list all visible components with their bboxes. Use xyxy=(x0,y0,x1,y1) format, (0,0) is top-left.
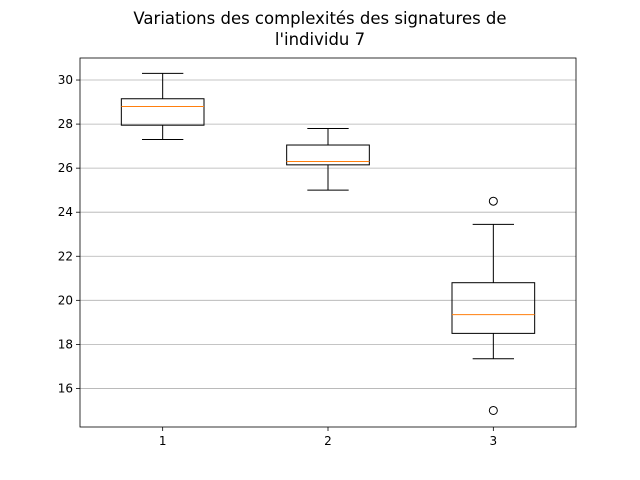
box-2 xyxy=(286,127,370,191)
y-tick-label-16: 16 xyxy=(58,381,73,395)
x-axis: 1 2 3 xyxy=(159,427,497,448)
x-tick-label-2: 2 xyxy=(324,434,332,448)
x-tick-label-1: 1 xyxy=(159,434,167,448)
y-tick-label-26: 26 xyxy=(58,161,73,175)
box-series xyxy=(120,72,536,415)
y-tick-label-18: 18 xyxy=(58,337,73,351)
box-body-2 xyxy=(286,144,370,166)
y-tick-label-24: 24 xyxy=(58,205,73,219)
y-axis: 16 18 20 22 24 26 28 30 xyxy=(58,73,80,395)
plot-frame xyxy=(79,57,577,428)
box-1 xyxy=(120,72,205,141)
chart-title-line-1: Variations des complexités des signature… xyxy=(133,9,507,28)
outlier-3-0 xyxy=(488,196,498,206)
y-tick-label-30: 30 xyxy=(58,73,73,87)
grid-lines xyxy=(80,79,576,389)
axes xyxy=(79,57,577,428)
outlier-3-1 xyxy=(488,405,498,415)
y-tick-label-22: 22 xyxy=(58,249,73,263)
y-tick-label-20: 20 xyxy=(58,293,73,307)
y-tick-label-28: 28 xyxy=(58,117,73,131)
x-tick-label-3: 3 xyxy=(490,434,498,448)
box-3 xyxy=(451,196,536,415)
chart-title-line-2: l'individu 7 xyxy=(274,30,366,49)
box-body-3 xyxy=(451,282,536,334)
box-body-1 xyxy=(120,98,205,126)
chart-title: Variations des complexités des signature… xyxy=(0,8,640,50)
